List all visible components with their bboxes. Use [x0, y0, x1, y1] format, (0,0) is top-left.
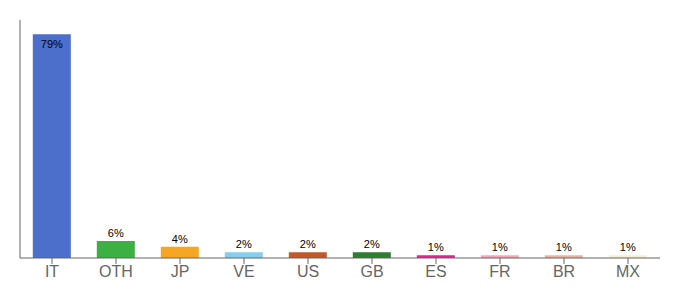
svg-text:79%: 79%	[41, 38, 63, 50]
svg-text:BR: BR	[553, 263, 575, 280]
svg-text:ES: ES	[425, 263, 446, 280]
svg-text:1%: 1%	[620, 241, 636, 253]
svg-text:OTH: OTH	[99, 263, 133, 280]
svg-text:FR: FR	[489, 263, 510, 280]
svg-text:1%: 1%	[556, 241, 572, 253]
svg-text:IT: IT	[45, 263, 59, 280]
svg-text:1%: 1%	[428, 241, 444, 253]
svg-text:2%: 2%	[364, 238, 380, 250]
svg-text:VE: VE	[233, 263, 254, 280]
svg-text:JP: JP	[171, 263, 190, 280]
svg-text:MX: MX	[616, 263, 640, 280]
svg-text:4%: 4%	[172, 233, 188, 245]
svg-text:1%: 1%	[492, 241, 508, 253]
svg-text:2%: 2%	[300, 238, 316, 250]
svg-text:US: US	[297, 263, 319, 280]
svg-text:6%: 6%	[108, 227, 124, 239]
svg-text:2%: 2%	[236, 238, 252, 250]
svg-text:GB: GB	[360, 263, 383, 280]
